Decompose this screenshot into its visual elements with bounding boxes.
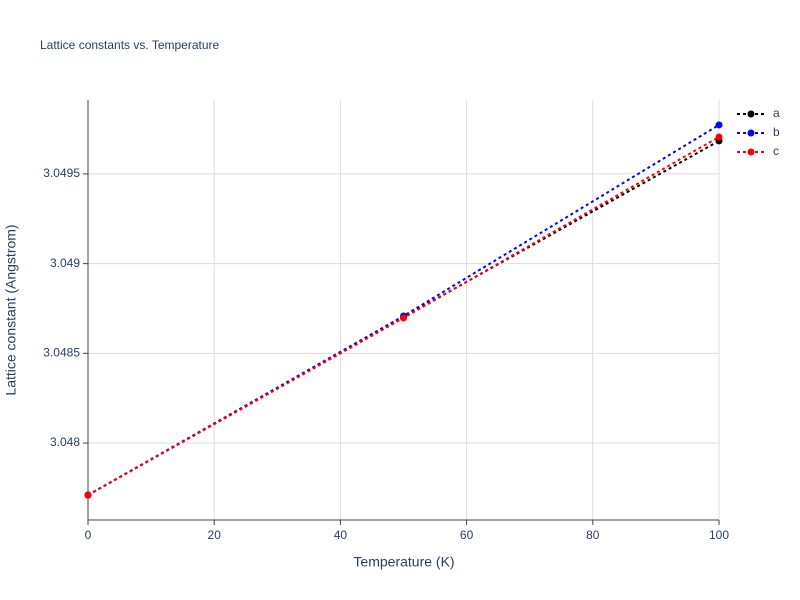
y-tick-label: 3.0495 (43, 166, 80, 180)
chart-title: Lattice constants vs. Temperature (40, 38, 220, 52)
y-tick-label: 3.0485 (43, 345, 80, 359)
x-axis-title: Temperature (K) (353, 554, 454, 570)
x-tick-label: 100 (709, 528, 729, 542)
x-tick-label: 40 (334, 528, 348, 542)
y-tick-label: 3.049 (50, 256, 80, 270)
legend-marker (747, 110, 755, 118)
point (715, 133, 723, 141)
series-line (87, 124, 720, 496)
point (400, 314, 407, 322)
x-tick-label: 0 (85, 528, 92, 542)
legend-label: b (773, 125, 780, 139)
y-tick-label: 3.048 (50, 435, 80, 449)
point (84, 491, 92, 499)
x-tick-label: 20 (208, 528, 222, 542)
legend-marker (747, 129, 755, 137)
legend-marker (747, 148, 755, 156)
point (715, 121, 723, 129)
legend-label: a (773, 106, 780, 120)
x-tick-label: 80 (586, 528, 600, 542)
y-axis-title: Lattice constant (Angstrom) (3, 224, 19, 395)
x-tick-label: 60 (460, 528, 474, 542)
legend-label: c (773, 144, 779, 158)
